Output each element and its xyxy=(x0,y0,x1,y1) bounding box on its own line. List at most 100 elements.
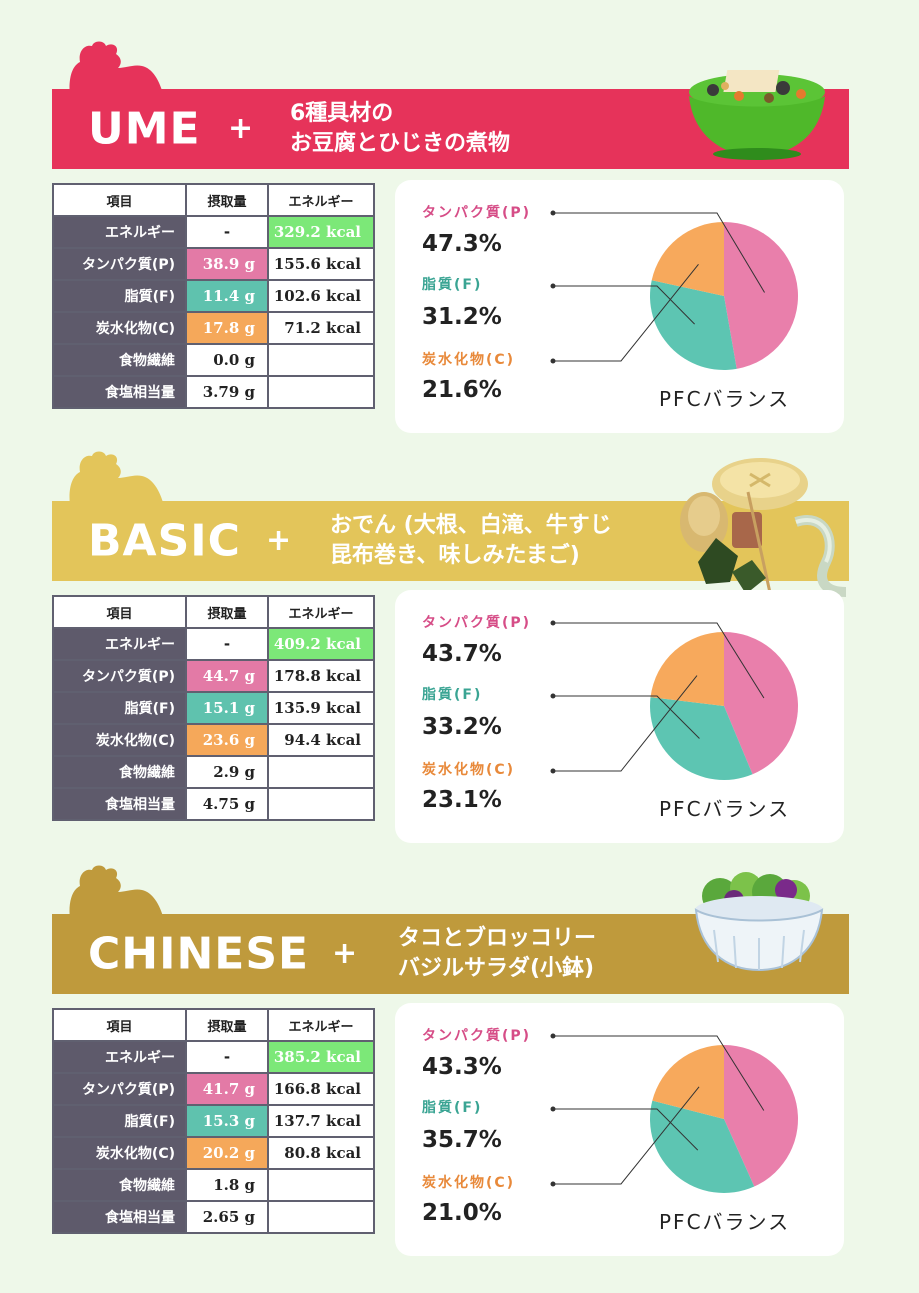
fat-slice xyxy=(650,280,737,370)
energy-cell: 135.9 kcal xyxy=(267,691,375,725)
intake-cell: 15.1 g xyxy=(185,691,269,725)
energy-cell: 94.4 kcal xyxy=(267,723,375,757)
intake-cell: 23.6 g xyxy=(185,723,269,757)
energy-cell: 385.2 kcal xyxy=(267,1040,375,1074)
protein-label: タンパク質(P) xyxy=(422,1028,532,1044)
fat-label: 脂質(F) xyxy=(422,277,483,293)
intake-cell: 2.65 g xyxy=(185,1200,269,1234)
carb-leader-line xyxy=(550,1086,700,1187)
row-label: タンパク質(P) xyxy=(52,247,187,281)
row-label: タンパク質(P) xyxy=(52,659,187,693)
carb-leader-line xyxy=(550,675,698,774)
table-row: 炭水化物(C) 23.6 g 94.4 kcal xyxy=(52,723,375,757)
fat-leader-line xyxy=(550,1106,699,1151)
carb-percent: 23.1% xyxy=(422,787,502,813)
row-label: エネルギー xyxy=(52,215,187,249)
desc-line-1: 6種具材の xyxy=(290,101,394,126)
table-row: タンパク質(P) 44.7 g 178.8 kcal xyxy=(52,659,375,693)
table-row: 脂質(F) 11.4 g 102.6 kcal xyxy=(52,279,375,313)
row-label: 脂質(F) xyxy=(52,279,187,313)
row-label: タンパク質(P) xyxy=(52,1072,187,1106)
energy-cell: 329.2 kcal xyxy=(267,215,375,249)
pfc-pie-chart xyxy=(550,620,799,780)
energy-cell: 102.6 kcal xyxy=(267,279,375,313)
row-label: 炭水化物(C) xyxy=(52,1136,187,1170)
row-label: エネルギー xyxy=(52,1040,187,1074)
protein-slice xyxy=(724,222,799,369)
protein-percent: 43.7% xyxy=(422,641,502,667)
energy-cell: 80.8 kcal xyxy=(267,1136,375,1170)
energy-cell xyxy=(267,755,375,789)
protein-label: タンパク質(P) xyxy=(422,615,532,631)
table-row: エネルギー - 409.2 kcal xyxy=(52,627,375,661)
intake-cell: 17.8 g xyxy=(185,311,269,345)
intake-cell: - xyxy=(185,215,269,249)
header-intake: 摂取量 xyxy=(185,595,269,629)
fat-percent: 35.7% xyxy=(422,1127,502,1153)
intake-cell: 41.7 g xyxy=(185,1072,269,1106)
energy-cell xyxy=(267,375,375,409)
menu-description: 6種具材の お豆腐とひじきの煮物 xyxy=(290,99,510,159)
salad-bowl-illustration xyxy=(694,872,824,972)
table-row: 脂質(F) 15.3 g 137.7 kcal xyxy=(52,1104,375,1138)
intake-cell: - xyxy=(185,627,269,661)
pfc-pie-chart xyxy=(550,1033,799,1193)
intake-cell: 11.4 g xyxy=(185,279,269,313)
carb-percent: 21.6% xyxy=(422,377,502,403)
header-item: 項目 xyxy=(52,595,187,629)
desc-line-1: タコとブロッコリー xyxy=(398,926,597,951)
header-energy: エネルギー xyxy=(267,1008,375,1042)
section-name: UME xyxy=(88,103,201,155)
pfc-card: タンパク質(P) 43.7% 脂質(F) 33.2% 炭水化物(C) 23.1%… xyxy=(395,590,844,843)
intake-cell: 15.3 g xyxy=(185,1104,269,1138)
fat-slice xyxy=(650,1100,755,1193)
row-label: 食塩相当量 xyxy=(52,787,187,821)
carb-slice xyxy=(651,222,724,296)
desc-line-2: バジルサラダ(小鉢) xyxy=(398,956,595,981)
table-row: 食物繊維 1.8 g xyxy=(52,1168,375,1202)
protein-label: タンパク質(P) xyxy=(422,205,532,221)
fat-leader-line xyxy=(550,283,695,325)
table-row: 食物繊維 0.0 g xyxy=(52,343,375,377)
hen-icon xyxy=(69,865,164,920)
intake-cell: 3.79 g xyxy=(185,375,269,409)
row-label: 食物繊維 xyxy=(52,343,187,377)
hen-icon xyxy=(69,41,164,98)
table-row: 食塩相当量 3.79 g xyxy=(52,375,375,409)
desc-line-2: 昆布巻き、味しみたまご) xyxy=(330,543,580,568)
energy-cell: 71.2 kcal xyxy=(267,311,375,345)
intake-cell: - xyxy=(185,1040,269,1074)
carb-slice xyxy=(650,632,724,706)
header-energy: エネルギー xyxy=(267,595,375,629)
protein-leader-line xyxy=(550,210,765,293)
header-item: 項目 xyxy=(52,1008,187,1042)
table-row: 炭水化物(C) 17.8 g 71.2 kcal xyxy=(52,311,375,345)
protein-percent: 47.3% xyxy=(422,231,502,257)
desc-line-1: おでん (大根、白滝、牛すじ xyxy=(330,513,612,538)
intake-cell: 1.8 g xyxy=(185,1168,269,1202)
energy-cell: 178.8 kcal xyxy=(267,659,375,693)
intake-cell: 0.0 g xyxy=(185,343,269,377)
table-row: エネルギー - 329.2 kcal xyxy=(52,215,375,249)
header-energy: エネルギー xyxy=(267,183,375,217)
row-label: 食塩相当量 xyxy=(52,1200,187,1234)
fat-slice xyxy=(650,697,753,780)
intake-cell: 4.75 g xyxy=(185,787,269,821)
fat-leader-line xyxy=(550,693,700,739)
row-label: 炭水化物(C) xyxy=(52,311,187,345)
table-row: 炭水化物(C) 20.2 g 80.8 kcal xyxy=(52,1136,375,1170)
intake-cell: 38.9 g xyxy=(185,247,269,281)
intake-cell: 44.7 g xyxy=(185,659,269,693)
row-label: 食塩相当量 xyxy=(52,375,187,409)
pfc-pie-chart xyxy=(550,210,799,370)
table-row: タンパク質(P) 41.7 g 166.8 kcal xyxy=(52,1072,375,1106)
header-intake: 摂取量 xyxy=(185,1008,269,1042)
nutrition-table: 項目 摂取量 エネルギー エネルギー - 385.2 kcal タンパク質(P)… xyxy=(52,1008,375,1234)
nutrition-table: 項目 摂取量 エネルギー エネルギー - 329.2 kcal タンパク質(P)… xyxy=(52,183,375,409)
carb-percent: 21.0% xyxy=(422,1200,502,1226)
row-label: 食物繊維 xyxy=(52,1168,187,1202)
table-row: 脂質(F) 15.1 g 135.9 kcal xyxy=(52,691,375,725)
bowl-illustration xyxy=(689,70,825,160)
plus-sign: + xyxy=(228,110,254,146)
section-name: CHINESE xyxy=(88,928,310,980)
